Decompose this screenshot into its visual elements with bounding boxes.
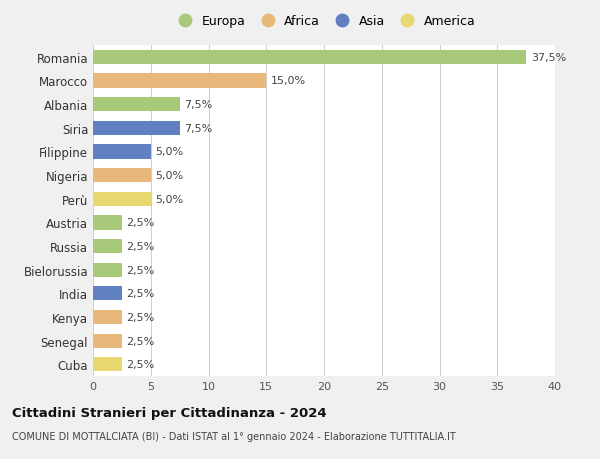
Text: 2,5%: 2,5% (127, 359, 155, 369)
Text: 2,5%: 2,5% (127, 313, 155, 322)
Bar (93, 334, 122, 348)
Bar (93, 168, 151, 183)
Bar (93, 50, 526, 65)
Text: COMUNE DI MOTTALCIATA (BI) - Dati ISTAT al 1° gennaio 2024 - Elaborazione TUTTIT: COMUNE DI MOTTALCIATA (BI) - Dati ISTAT … (12, 431, 456, 442)
Bar (93, 358, 122, 372)
Text: 7,5%: 7,5% (184, 123, 212, 134)
Text: 2,5%: 2,5% (127, 265, 155, 275)
Bar (93, 240, 122, 254)
Bar (93, 192, 151, 207)
Bar (93, 74, 266, 89)
Bar (93, 287, 122, 301)
Bar (93, 145, 151, 159)
Text: 5,0%: 5,0% (155, 194, 184, 204)
Text: 2,5%: 2,5% (127, 241, 155, 252)
Bar (93, 98, 179, 112)
Legend: Europa, Africa, Asia, America: Europa, Africa, Asia, America (167, 10, 481, 33)
Text: 2,5%: 2,5% (127, 218, 155, 228)
Text: 7,5%: 7,5% (184, 100, 212, 110)
Text: 5,0%: 5,0% (155, 147, 184, 157)
Bar (93, 263, 122, 277)
Text: 2,5%: 2,5% (127, 289, 155, 299)
Bar (93, 310, 122, 325)
Text: 5,0%: 5,0% (155, 171, 184, 181)
Text: Cittadini Stranieri per Cittadinanza - 2024: Cittadini Stranieri per Cittadinanza - 2… (12, 406, 326, 419)
Text: 37,5%: 37,5% (531, 53, 566, 63)
Bar (93, 122, 179, 135)
Text: 15,0%: 15,0% (271, 76, 306, 86)
Text: 2,5%: 2,5% (127, 336, 155, 346)
Bar (93, 216, 122, 230)
